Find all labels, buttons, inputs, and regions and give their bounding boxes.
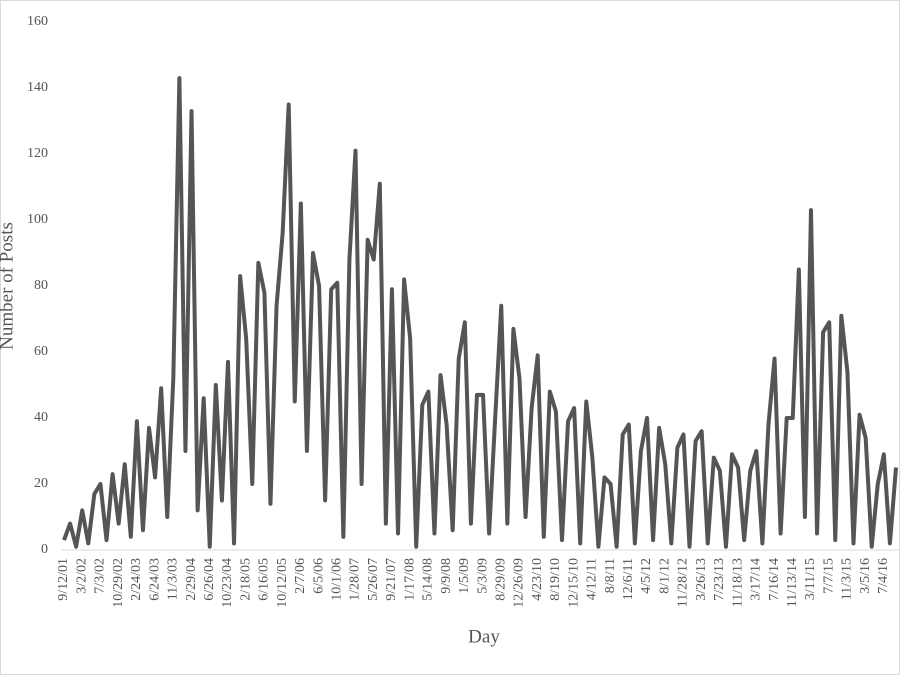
x-tick-label: 4/12/11 [585, 558, 600, 600]
x-tick-label: 8/19/10 [548, 558, 563, 601]
x-tick-label: 12/6/11 [621, 558, 636, 600]
x-tick-label: 2/7/06 [293, 558, 308, 594]
x-tick-label: 7/4/16 [876, 558, 891, 594]
y-axis-title: Number of Posts [0, 222, 17, 350]
x-tick-label: 12/15/10 [566, 558, 581, 608]
x-tick-label: 2/24/03 [129, 558, 144, 601]
y-tick-label: 140 [27, 80, 48, 95]
x-tick-label: 11/18/13 [730, 558, 745, 607]
y-tick-label: 20 [34, 476, 48, 491]
x-tick-label: 7/7/15 [821, 558, 836, 594]
x-tick-label: 6/26/04 [202, 558, 217, 601]
x-tick-label: 10/12/05 [275, 558, 290, 608]
x-tick-label: 8/29/09 [493, 558, 508, 601]
y-tick-label: 60 [34, 344, 48, 359]
x-tick-label: 5/14/08 [421, 558, 436, 601]
x-tick-label: 6/5/06 [311, 558, 326, 594]
x-tick-label: 9/9/08 [439, 558, 454, 594]
x-tick-label: 10/1/06 [330, 558, 345, 601]
data-line [62, 76, 898, 549]
x-tick-label: 11/28/12 [676, 558, 691, 607]
x-tick-label: 7/16/14 [767, 558, 782, 601]
x-tick-label: 4/23/10 [530, 558, 545, 601]
y-tick-label: 120 [27, 146, 48, 161]
x-tick-label: 9/21/07 [384, 558, 399, 601]
x-tick-label: 1/17/08 [402, 558, 417, 601]
x-tick-label: 8/1/12 [657, 558, 672, 594]
x-tick-label: 9/12/01 [56, 558, 71, 601]
x-tick-label: 6/24/03 [147, 558, 162, 601]
x-tick-label: 10/29/02 [111, 558, 126, 608]
y-tick-label: 100 [27, 212, 48, 227]
x-tick-label: 3/11/15 [803, 558, 818, 600]
x-tick-label: 10/23/04 [220, 558, 235, 608]
x-axis-title: Day [468, 626, 500, 647]
x-tick-label: 3/17/14 [749, 558, 764, 601]
x-tick-label: 3/26/13 [694, 558, 709, 601]
x-tick-label: 12/26/09 [512, 558, 527, 608]
y-tick-label: 80 [34, 278, 48, 293]
x-tick-label: 8/8/11 [603, 558, 618, 593]
x-tick-label: 11/13/14 [785, 558, 800, 607]
y-tick-label: 40 [34, 410, 48, 425]
x-tick-label: 7/3/02 [93, 558, 108, 594]
x-tick-label: 6/16/05 [257, 558, 272, 601]
x-tick-label: 11/3/15 [840, 558, 855, 600]
x-tick-label: 4/5/12 [639, 558, 654, 594]
x-tick-label: 3/2/02 [74, 558, 89, 594]
x-tick-label: 2/18/05 [238, 558, 253, 601]
x-tick-label: 5/3/09 [475, 558, 490, 594]
y-tick-label: 160 [27, 14, 48, 29]
x-tick-label: 7/23/13 [712, 558, 727, 601]
x-tick-label: 1/28/07 [348, 558, 363, 601]
x-tick-label: 1/5/09 [457, 558, 472, 594]
x-tick-label: 2/29/04 [184, 558, 199, 601]
x-tick-label: 5/26/07 [366, 558, 381, 601]
y-tick-label: 0 [41, 542, 48, 557]
x-tick-label: 3/5/16 [858, 558, 873, 594]
x-tick-label: 11/3/03 [166, 558, 181, 600]
